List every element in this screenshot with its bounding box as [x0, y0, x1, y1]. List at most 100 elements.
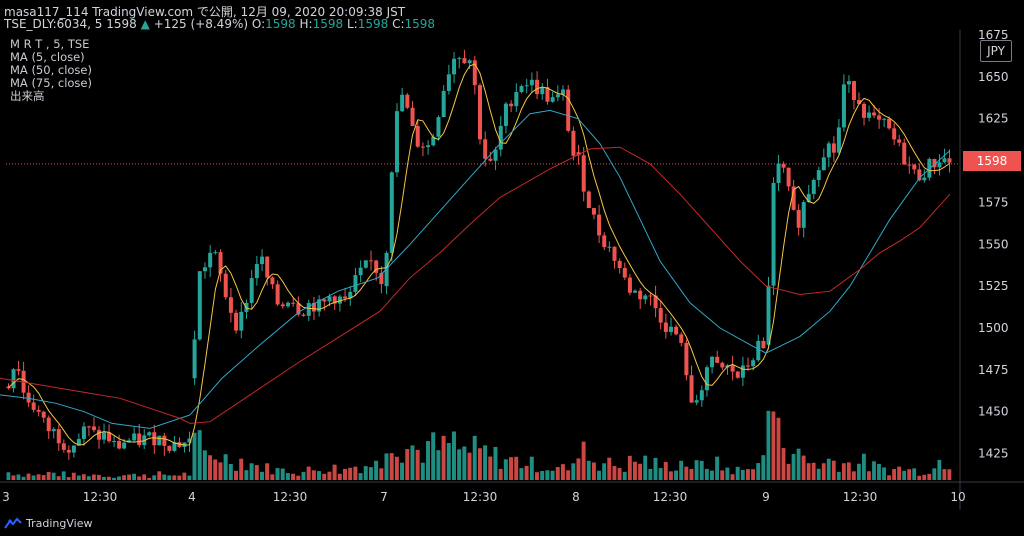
volume-bar	[699, 460, 704, 480]
volume-bar	[16, 474, 21, 480]
candle-body	[689, 375, 694, 403]
candle-body	[633, 290, 638, 293]
candle-body	[389, 172, 394, 253]
volume-bar	[674, 470, 679, 480]
volume-bar	[234, 470, 239, 480]
y-tick-label: 1675	[978, 30, 1009, 42]
candle-body	[857, 100, 861, 104]
price-chart[interactable]: 1650162516001575155015251500147514501425…	[0, 30, 1024, 510]
volume-bar	[821, 463, 826, 480]
candle-body	[415, 126, 420, 147]
candle-body	[337, 296, 342, 304]
volume-bar	[270, 474, 275, 480]
candle-body	[937, 162, 942, 168]
volume-bar	[529, 456, 534, 480]
volume-bar	[21, 476, 26, 480]
candle-body	[132, 433, 137, 441]
volume-bar	[710, 470, 714, 480]
candle-body	[786, 167, 791, 187]
volume-bar	[503, 459, 508, 480]
candle-body	[400, 94, 405, 112]
x-tick-label: 3	[2, 490, 10, 504]
volume-bar	[841, 463, 846, 480]
volume-bar	[249, 463, 254, 480]
candle-body	[56, 429, 61, 444]
candle-body	[730, 365, 735, 372]
candle-body	[704, 367, 709, 391]
candle-body	[932, 158, 937, 168]
candle-body	[26, 392, 31, 403]
candle-body	[694, 400, 699, 403]
legend-symbol[interactable]: M R T , 5, TSE	[10, 37, 90, 51]
volume-bar	[776, 417, 781, 480]
tradingview-brand[interactable]: TradingView	[4, 515, 92, 531]
volume-bar	[192, 432, 197, 480]
x-tick-label: 9	[762, 490, 770, 504]
candle-body	[467, 60, 472, 64]
volume-bar	[689, 468, 694, 480]
currency-button[interactable]: JPY	[980, 40, 1012, 62]
candle-body	[514, 92, 519, 107]
volume-bar	[394, 456, 399, 480]
volume-bar	[477, 448, 482, 480]
volume-bar	[745, 469, 750, 480]
volume-bar	[493, 446, 498, 480]
candle-body	[66, 449, 71, 453]
candle-body	[836, 127, 841, 153]
candle-body	[638, 290, 643, 300]
candle-body	[756, 340, 761, 361]
x-tick-label: 7	[380, 490, 388, 504]
volume-bar	[846, 462, 851, 480]
indicator-legend[interactable]: M R T , 5, TSE MA (5, close) MA (50, clo…	[10, 38, 92, 103]
candle-body	[291, 302, 296, 304]
y-tick-label: 1575	[978, 195, 1009, 209]
volume-bar	[831, 460, 836, 480]
candle-body	[405, 94, 410, 108]
volume-bar	[41, 475, 46, 480]
candle-body	[612, 246, 617, 261]
candle-body	[436, 117, 441, 137]
volume-bar	[142, 474, 147, 480]
volume-bar	[379, 468, 384, 480]
legend-ma75[interactable]: MA (75, close)	[10, 76, 92, 90]
candle-body	[202, 267, 207, 272]
candle-body	[771, 182, 776, 286]
volume-bar	[483, 445, 488, 480]
volume-bar	[275, 468, 280, 480]
volume-bar	[107, 476, 111, 480]
volume-bar	[617, 467, 622, 480]
candle-body	[162, 435, 167, 446]
candle-body	[684, 342, 689, 376]
volume-bar	[545, 470, 550, 480]
x-tick-label: 10	[950, 490, 965, 504]
volume-bar	[771, 411, 776, 480]
candle-body	[493, 149, 498, 161]
candle-body	[781, 163, 786, 168]
legend-ma50[interactable]: MA (50, close)	[10, 63, 92, 77]
volume-bar	[862, 453, 866, 480]
candle-body	[922, 177, 927, 181]
volume-bar	[907, 469, 912, 480]
volume-bar	[296, 475, 301, 480]
volume-bar	[254, 465, 259, 480]
legend-ma5[interactable]: MA (5, close)	[10, 50, 85, 64]
candle-body	[420, 146, 425, 148]
volume-bar	[353, 466, 358, 480]
volume-bar	[384, 453, 389, 480]
volume-bar	[363, 466, 368, 480]
candle-body	[228, 297, 233, 313]
candle-body	[648, 295, 653, 297]
volume-bar	[867, 471, 871, 480]
volume-bar	[806, 463, 811, 480]
low-label: L:	[346, 17, 358, 31]
volume-bar	[519, 468, 524, 480]
ma75-line	[0, 146, 951, 424]
legend-volume[interactable]: 出来高	[10, 89, 45, 103]
volume-bar	[405, 449, 410, 480]
candle-body	[446, 74, 451, 91]
candle-body	[81, 426, 86, 439]
candle-body	[374, 260, 379, 273]
candle-body	[379, 272, 384, 285]
candle-body	[699, 390, 704, 401]
candle-body	[796, 209, 801, 228]
